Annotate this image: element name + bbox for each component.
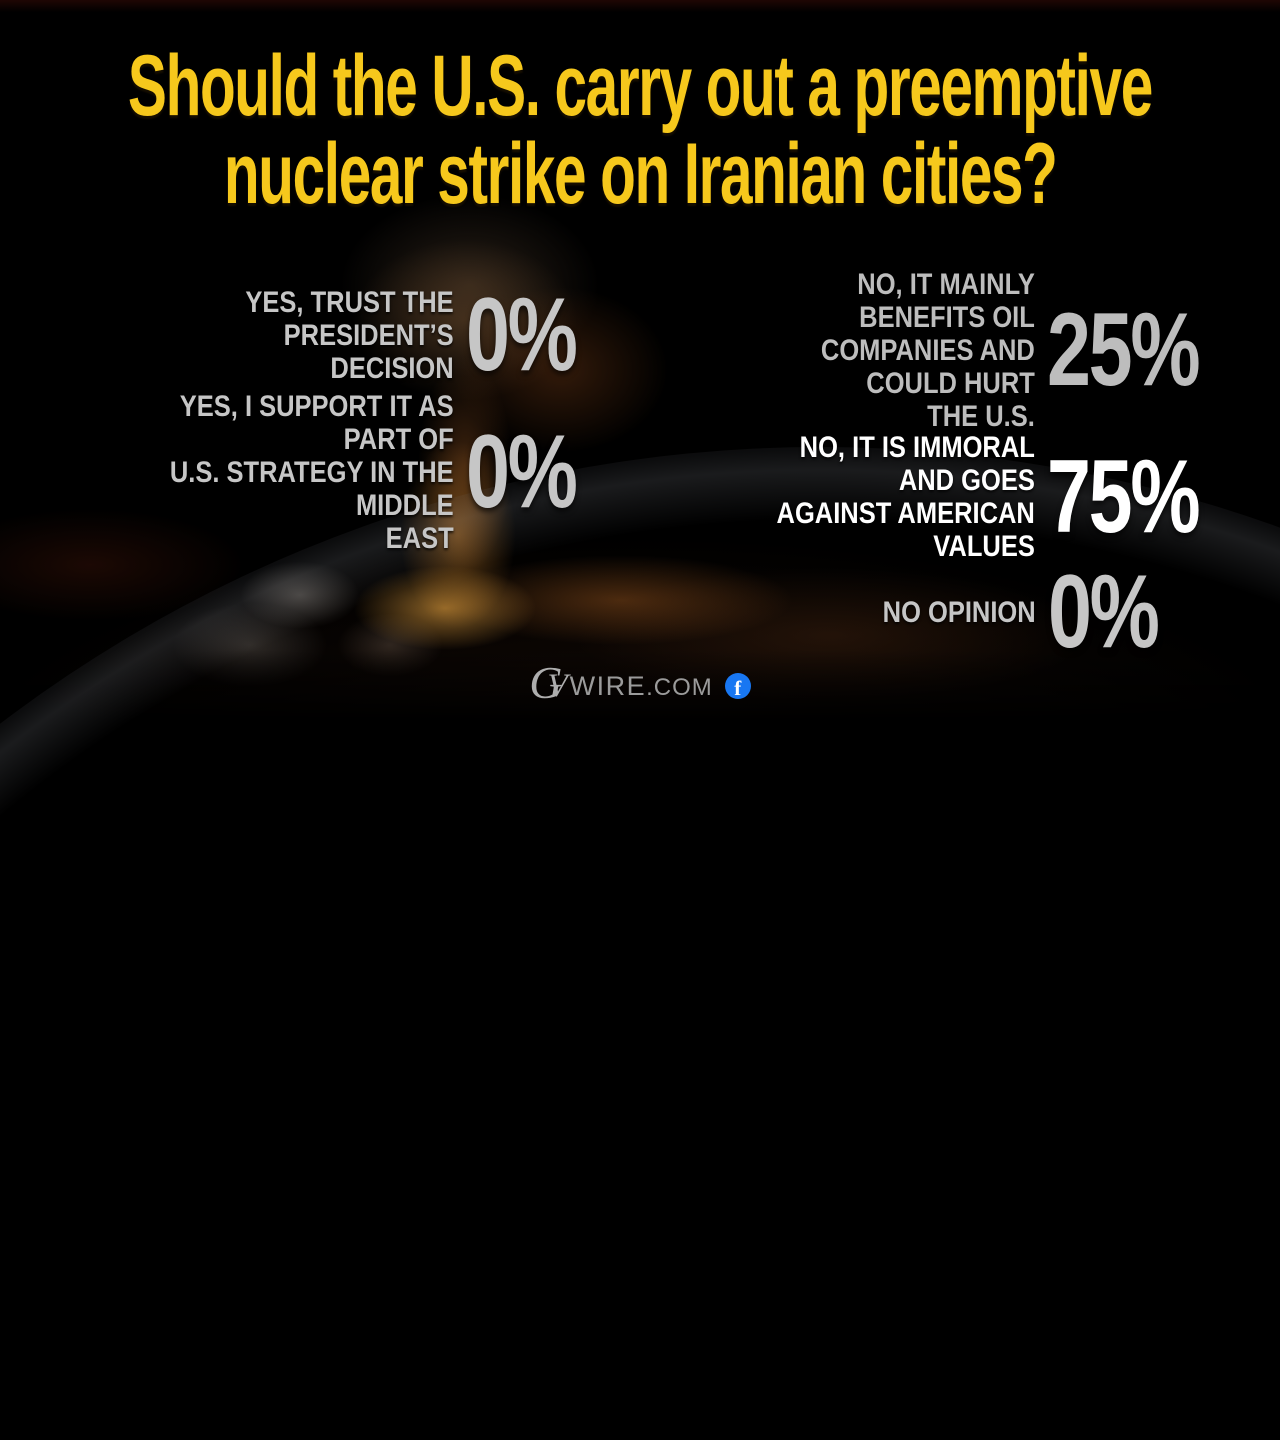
gvwire-logo-g: G [529, 657, 563, 708]
facebook-icon: f [724, 673, 751, 699]
gvwire-logo-v: V [547, 667, 568, 704]
poll-option-label: YES, I SUPPORT IT AS PART OF U.S. STRATE… [169, 389, 454, 555]
mushroom-cloud-background [0, 0, 1280, 720]
gvwire-logo-dotcom: .COM [646, 673, 713, 701]
poll-option-percentage: 0% [465, 277, 578, 393]
gvwire-logo-wire: WIRE [569, 670, 647, 701]
poll-option-percentage: 75% [1046, 439, 1201, 555]
poll-option-percentage: 0% [465, 414, 578, 530]
poll-option-label: NO, IT IS IMMORAL AND GOES AGAINST AMERI… [776, 431, 1035, 563]
poll-option-yes-us-strategy: YES, I SUPPORT IT AS PART OF U.S. STRATE… [90, 390, 610, 555]
title-line-2: nuclear strike on Iranian cities? [223, 126, 1058, 222]
poll-option-label: NO OPINION [882, 595, 1036, 629]
poll-option-no-immoral: NO, IT IS IMMORAL AND GOES AGAINST AMERI… [700, 431, 1246, 563]
poll-option-percentage: 0% [1047, 554, 1160, 670]
footer: G V WIRE .COM f [0, 658, 1280, 708]
gvwire-logo: G V WIRE .COM f [529, 660, 751, 706]
poll-option-yes-trust-president: YES, TRUST THE PRESIDENT’S DECISION 0% [90, 280, 610, 390]
poll-option-label: NO, IT MAINLY BENEFITS OIL COMPANIES AND… [820, 267, 1035, 433]
poll-option-percentage: 25% [1046, 292, 1201, 408]
title-line-1: Should the U.S. carry out a preemptive [128, 38, 1153, 134]
poll-question-title: Should the U.S. carry out a preemptive n… [0, 42, 1280, 218]
poll-option-no-opinion: NO OPINION 0% [700, 554, 1192, 670]
poll-option-label: YES, TRUST THE PRESIDENT’S DECISION [245, 285, 454, 385]
poll-option-no-benefits-oil: NO, IT MAINLY BENEFITS OIL COMPANIES AND… [700, 268, 1246, 433]
